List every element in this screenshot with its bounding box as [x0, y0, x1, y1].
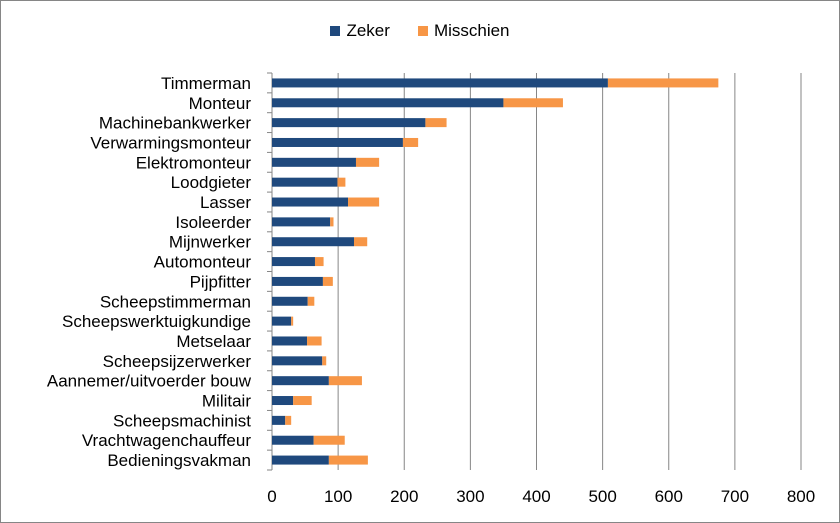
- legend-item-zeker: Zeker: [330, 21, 390, 41]
- category-label: Militair: [202, 392, 251, 411]
- x-tick-label: 0: [267, 487, 276, 506]
- legend-swatch-zeker: [330, 26, 341, 36]
- category-label: Aannemer/uitvoerder bouw: [47, 372, 252, 391]
- bar-misschien: [313, 435, 345, 445]
- bar-zeker: [272, 118, 426, 128]
- category-label: Machinebankwerker: [99, 114, 251, 133]
- legend: Zeker Misschien: [0, 21, 840, 41]
- bar-misschien: [425, 118, 447, 128]
- x-tick-label: 700: [721, 487, 749, 506]
- category-label: Bedieningsvakman: [107, 451, 251, 470]
- x-tick-label: 200: [390, 487, 418, 506]
- bar-misschien: [330, 217, 334, 227]
- bar-misschien: [348, 197, 380, 207]
- category-label: Scheepswerktuigkundige: [62, 312, 251, 331]
- category-label: Timmerman: [161, 74, 251, 93]
- category-label: Automonteur: [154, 253, 252, 272]
- bar-zeker: [272, 137, 403, 147]
- x-tick-label: 100: [324, 487, 352, 506]
- bar-zeker: [272, 257, 315, 267]
- category-label: Vrachtwagenchauffeur: [82, 431, 252, 450]
- category-label: Isoleerder: [175, 213, 251, 232]
- category-label: Elektromonteur: [136, 153, 252, 172]
- bar-misschien: [328, 376, 362, 386]
- x-tick-label: 300: [456, 487, 484, 506]
- bar-misschien: [314, 257, 324, 267]
- bar-zeker: [272, 336, 308, 346]
- bar-misschien: [322, 356, 327, 366]
- bar-zeker: [272, 197, 349, 207]
- legend-swatch-misschien: [417, 26, 428, 36]
- category-label: Monteur: [189, 94, 252, 113]
- category-label: Loodgieter: [171, 173, 252, 192]
- bar-zeker: [272, 78, 608, 88]
- bar-misschien: [503, 98, 563, 108]
- bar-zeker: [272, 376, 329, 386]
- bar-zeker: [272, 396, 294, 406]
- x-tick-label: 400: [522, 487, 550, 506]
- x-tick-label: 800: [787, 487, 815, 506]
- bar-zeker: [272, 276, 323, 286]
- bar-zeker: [272, 237, 354, 247]
- bar-zeker: [272, 356, 323, 366]
- bar-misschien: [337, 177, 346, 187]
- bar-misschien: [402, 137, 419, 147]
- bar-misschien: [607, 78, 719, 88]
- category-label: Scheepstimmerman: [100, 292, 251, 311]
- bar-misschien: [353, 237, 368, 247]
- category-label: Pijpfitter: [190, 272, 252, 291]
- category-label: Metselaar: [176, 332, 251, 351]
- bar-zeker: [272, 177, 338, 187]
- legend-label-misschien: Misschien: [433, 21, 510, 40]
- category-label: Scheepsijzerwerker: [103, 352, 252, 371]
- bar-zeker: [272, 157, 356, 167]
- bar-misschien: [307, 296, 315, 306]
- category-label: Lasser: [200, 193, 251, 212]
- bar-misschien: [285, 415, 292, 425]
- bar-zeker: [272, 435, 314, 445]
- category-label: Verwarmingsmonteur: [90, 133, 251, 152]
- bar-misschien: [293, 396, 312, 406]
- category-label: Scheepsmachinist: [113, 411, 251, 430]
- bar-zeker: [272, 98, 504, 108]
- bar-zeker: [272, 415, 286, 425]
- bar-misschien: [328, 455, 368, 465]
- legend-item-misschien: Misschien: [417, 21, 510, 41]
- bar-zeker: [272, 296, 308, 306]
- category-label: Mijnwerker: [169, 233, 252, 252]
- bar-zeker: [272, 316, 292, 326]
- x-tick-label: 500: [588, 487, 616, 506]
- bar-misschien: [322, 276, 333, 286]
- legend-label-zeker: Zeker: [346, 21, 390, 40]
- x-tick-label: 600: [655, 487, 683, 506]
- bar-misschien: [307, 336, 322, 346]
- bar-misschien: [291, 316, 294, 326]
- bar-misschien: [355, 157, 380, 167]
- bar-zeker: [272, 217, 331, 227]
- bar-zeker: [272, 455, 329, 465]
